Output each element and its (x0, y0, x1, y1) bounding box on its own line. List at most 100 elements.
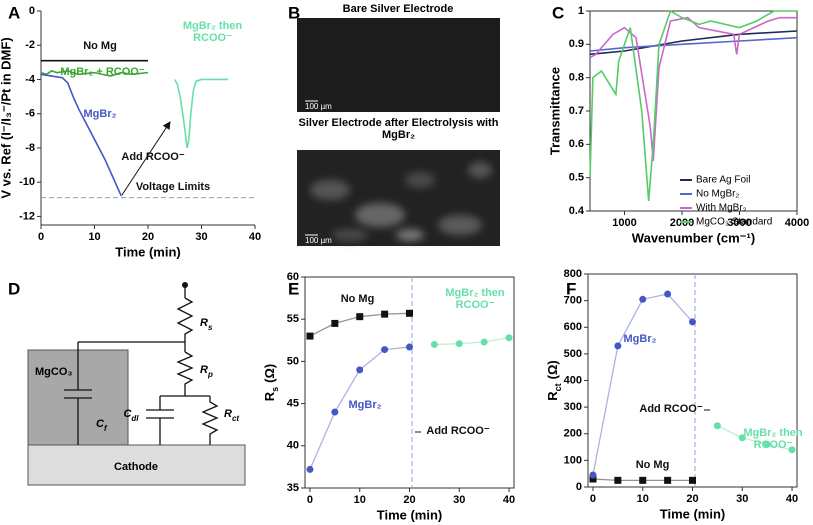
x-tick-label: 0 (590, 493, 596, 505)
y-axis-label: Transmittance (547, 67, 562, 155)
marker (664, 476, 672, 484)
series-label-box: MgBr₂ + RCOO⁻ (60, 66, 144, 78)
subscript: ct (232, 414, 239, 423)
annotation-arrow (121, 121, 171, 196)
x-tick-label: 30 (736, 493, 748, 505)
y-tick-label: 500 (564, 348, 582, 360)
panel-letter: C (552, 3, 564, 22)
y-axis-label: Rs (Ω) (262, 364, 280, 402)
legend-label: MgCO₃ Standard (696, 217, 772, 228)
series-label: MgBr₂ then RCOO⁻ (445, 287, 505, 311)
y-tick-label: 0.6 (569, 138, 584, 150)
component-label: Cdl (123, 408, 139, 423)
marker (356, 366, 364, 374)
marker (505, 334, 513, 342)
marker (455, 340, 463, 348)
y-tick-label: -12 (19, 210, 35, 222)
y-tick-label: 0 (29, 5, 35, 17)
y-tick-label: 300 (564, 401, 582, 413)
annotation: Add RCOO⁻ (639, 403, 703, 415)
series-line (592, 293, 693, 476)
series-line (717, 425, 793, 451)
symbol: R (200, 364, 208, 376)
y-tick-label: 600 (564, 321, 582, 333)
x-tick-label: 40 (503, 494, 515, 506)
marker (381, 310, 389, 318)
series-label-box: MgBr₂ then RCOO⁻ (445, 287, 505, 311)
component-label: Rp (200, 364, 213, 379)
series-label: MgBr₂ (348, 399, 382, 411)
series-label-box: No Mg (635, 459, 670, 471)
marker (306, 465, 314, 473)
y-tick-label: 800 (564, 268, 582, 280)
component-label: Cf (96, 418, 108, 433)
x-tick-label: 30 (195, 231, 207, 243)
series-label-box: MgBr₂ then RCOO⁻ (743, 427, 803, 451)
symbol: R (200, 317, 208, 329)
series-line (589, 16, 797, 162)
annotation-box: Add RCOO⁻ (426, 425, 489, 437)
annotation-box: Add RCOO⁻ (639, 403, 703, 415)
panel-letter: D (8, 279, 20, 298)
series-label: No Mg (83, 40, 117, 52)
y-tick-label: 0.8 (569, 72, 584, 84)
image-title: Bare Silver Electrode (343, 3, 454, 15)
x-tick-label: 20 (686, 493, 698, 505)
y-axis-label: V vs. Ref (I⁻/I₃⁻/Pt in DMF) (0, 37, 13, 198)
micrograph-texture (310, 162, 492, 241)
subscript: f (104, 424, 108, 433)
series-label-box: MgBr₂ (348, 399, 382, 411)
image-title-box: Silver Electrode after Electrolysis with… (299, 117, 499, 141)
marker (614, 476, 622, 484)
y-axis-label: Rct (Ω) (545, 360, 563, 401)
marker (430, 341, 438, 349)
subscript: s (208, 323, 213, 332)
marker (788, 446, 796, 454)
y-tick-label: 0.7 (569, 105, 584, 117)
y-tick-label: 0 (576, 481, 582, 493)
panel-letter: B (288, 3, 300, 22)
panel-letter: A (8, 3, 20, 22)
annotation: Add RCOO⁻ (121, 151, 185, 163)
marker (480, 338, 488, 346)
x-axis-label: Time (min) (660, 506, 726, 521)
marker (406, 343, 413, 351)
y-axis-label-unit: (Ω) (262, 364, 277, 383)
x-tick-label: 30 (453, 494, 465, 506)
y-tick-label: 200 (564, 428, 582, 440)
series-label: MgBr₂ (623, 333, 657, 345)
y-tick-label: -6 (25, 108, 35, 120)
marker (689, 318, 696, 326)
y-axis-label-unit: (Ω) (545, 360, 560, 379)
marker (614, 342, 622, 350)
series-line (40, 73, 122, 197)
y-tick-label: 100 (564, 454, 582, 466)
x-tick-label: 40 (249, 231, 261, 243)
marker (306, 332, 314, 340)
marker (639, 295, 647, 303)
symbol: C (96, 418, 105, 430)
series-label: No Mg (635, 459, 670, 471)
circuit (64, 287, 219, 445)
marker (664, 290, 672, 298)
x-axis-label: Wavenumber (cm⁻¹) (632, 230, 755, 245)
marker (331, 408, 339, 416)
marker (356, 313, 364, 321)
x-tick-label: 0 (38, 231, 44, 243)
symbol: R (224, 408, 232, 420)
y-tick-label: 1 (578, 5, 584, 17)
marker (738, 434, 746, 442)
series-label: MgBr₂ (83, 108, 117, 120)
series-line (434, 337, 510, 346)
marker (331, 319, 339, 327)
series-line (589, 30, 798, 56)
series-line (589, 36, 798, 52)
series-label-box: MgBr₂ then RCOO⁻ (183, 20, 242, 44)
y-tick-label: 45 (287, 398, 299, 410)
marker (406, 309, 413, 317)
x-tick-label: 4000 (785, 217, 809, 229)
series-label: MgBr₂ then RCOO⁻ (743, 427, 803, 451)
annotation: Voltage Limits (135, 181, 211, 193)
x-tick-label: 10 (637, 493, 649, 505)
